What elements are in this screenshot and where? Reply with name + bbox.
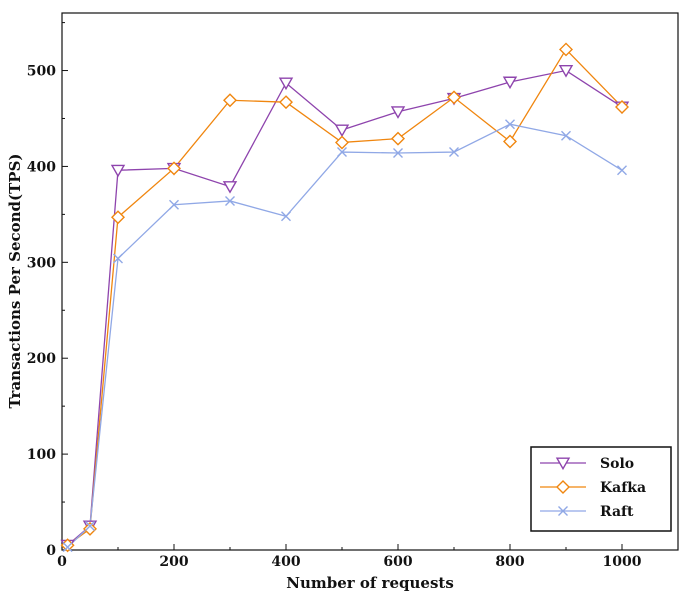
data-point-raft — [505, 119, 515, 130]
data-point-kafka — [503, 134, 517, 149]
data-point-raft — [225, 195, 235, 206]
legend-label-solo: Solo — [600, 456, 634, 472]
y-tick-label: 200 — [27, 351, 56, 367]
data-point-kafka — [559, 42, 573, 57]
x-tick-label: 400 — [271, 554, 300, 570]
data-point-solo — [390, 106, 406, 119]
data-point-kafka — [111, 210, 125, 225]
y-tick-label: 300 — [27, 255, 56, 271]
y-tick-label: 400 — [27, 159, 56, 175]
y-tick-label: 100 — [27, 447, 56, 463]
x-tick-label: 600 — [383, 554, 412, 570]
data-point-raft — [169, 199, 179, 210]
axis-ticks: 0 200 400 600 800 1000 0 100 200 300 400 500 — [27, 22, 642, 570]
data-point-kafka — [615, 99, 629, 114]
plot-frame — [61, 12, 679, 551]
x-tick-label: 200 — [159, 554, 188, 570]
data-point-kafka — [279, 95, 293, 110]
x-tick-label: 0 — [57, 554, 67, 570]
data-point-raft — [617, 165, 627, 176]
data-point-kafka — [335, 135, 349, 150]
data-point-solo — [110, 164, 126, 178]
data-point-kafka — [83, 521, 97, 536]
x-tick-label: 800 — [495, 554, 524, 570]
data-point-raft — [62, 542, 73, 553]
data-point-raft — [281, 211, 291, 222]
x-axis-title: Number of requests — [286, 574, 454, 592]
data-point-kafka — [447, 90, 461, 105]
legend-marker-raft — [558, 506, 568, 516]
y-axis-title: Transactions Per Second(TPS) — [6, 153, 24, 408]
data-point-kafka — [167, 161, 181, 176]
data-point-raft — [561, 130, 571, 141]
legend-marker-kafka — [556, 480, 570, 494]
data-point-solo — [222, 181, 238, 194]
data-point-raft — [393, 148, 403, 158]
legend-marker-solo — [555, 457, 571, 471]
legend-label-raft: Raft — [600, 504, 634, 520]
series-line-solo — [67, 69, 623, 546]
y-tick-label: 500 — [27, 64, 56, 80]
series-lines — [67, 48, 623, 548]
legend-box — [530, 446, 672, 532]
data-point-solo — [502, 76, 518, 90]
y-tick-label: 0 — [46, 543, 56, 559]
legend: Solo Kafka Raft — [530, 446, 672, 532]
x-tick-label: 1000 — [603, 554, 642, 570]
data-point-solo — [334, 124, 350, 138]
data-point-solo — [558, 65, 574, 78]
series-line-raft — [67, 123, 623, 548]
series-markers — [60, 42, 630, 553]
data-point-raft — [449, 147, 459, 158]
data-point-kafka — [223, 93, 237, 108]
data-point-solo — [278, 77, 294, 91]
data-point-kafka — [391, 131, 405, 146]
data-point-raft — [85, 521, 95, 532]
data-point-raft — [337, 147, 347, 158]
legend-label-kafka: Kafka — [600, 480, 646, 496]
data-point-raft — [113, 253, 123, 264]
